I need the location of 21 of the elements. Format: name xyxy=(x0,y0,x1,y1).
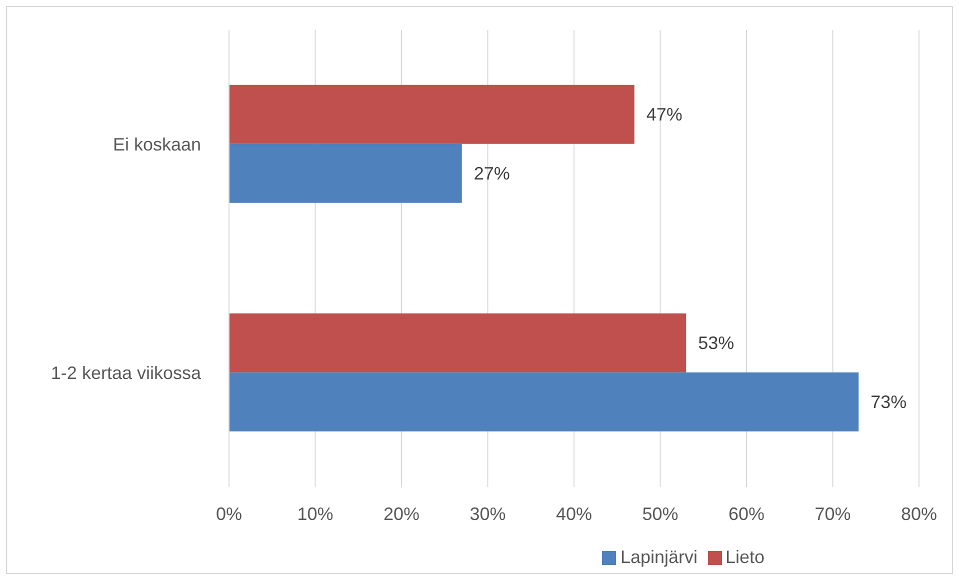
x-tick-label: 30% xyxy=(470,504,506,524)
x-tick-label: 50% xyxy=(642,504,678,524)
x-tick-label: 0% xyxy=(216,504,242,524)
x-tick-label: 80% xyxy=(900,504,938,524)
y-tick-label: 1-2 kertaa viikossa xyxy=(50,363,202,384)
x-tick-label: 70% xyxy=(814,504,851,524)
legend-label: Lieto xyxy=(726,547,765,567)
y-tick-label: Ei koskaan xyxy=(112,134,201,155)
x-tick-label: 20% xyxy=(383,504,420,524)
legend-label: Lapinjärvi xyxy=(620,547,698,567)
data-label: 47% xyxy=(646,104,682,125)
x-tick-label: 40% xyxy=(556,504,592,524)
x-tick-label: 60% xyxy=(728,504,765,524)
bar xyxy=(229,84,634,144)
bar xyxy=(229,144,462,203)
bar xyxy=(229,372,859,432)
data-label: 73% xyxy=(870,392,907,412)
bar xyxy=(229,313,686,372)
x-tick-label: 10% xyxy=(297,504,334,524)
data-label: 27% xyxy=(474,164,510,184)
data-label: 53% xyxy=(698,333,734,354)
